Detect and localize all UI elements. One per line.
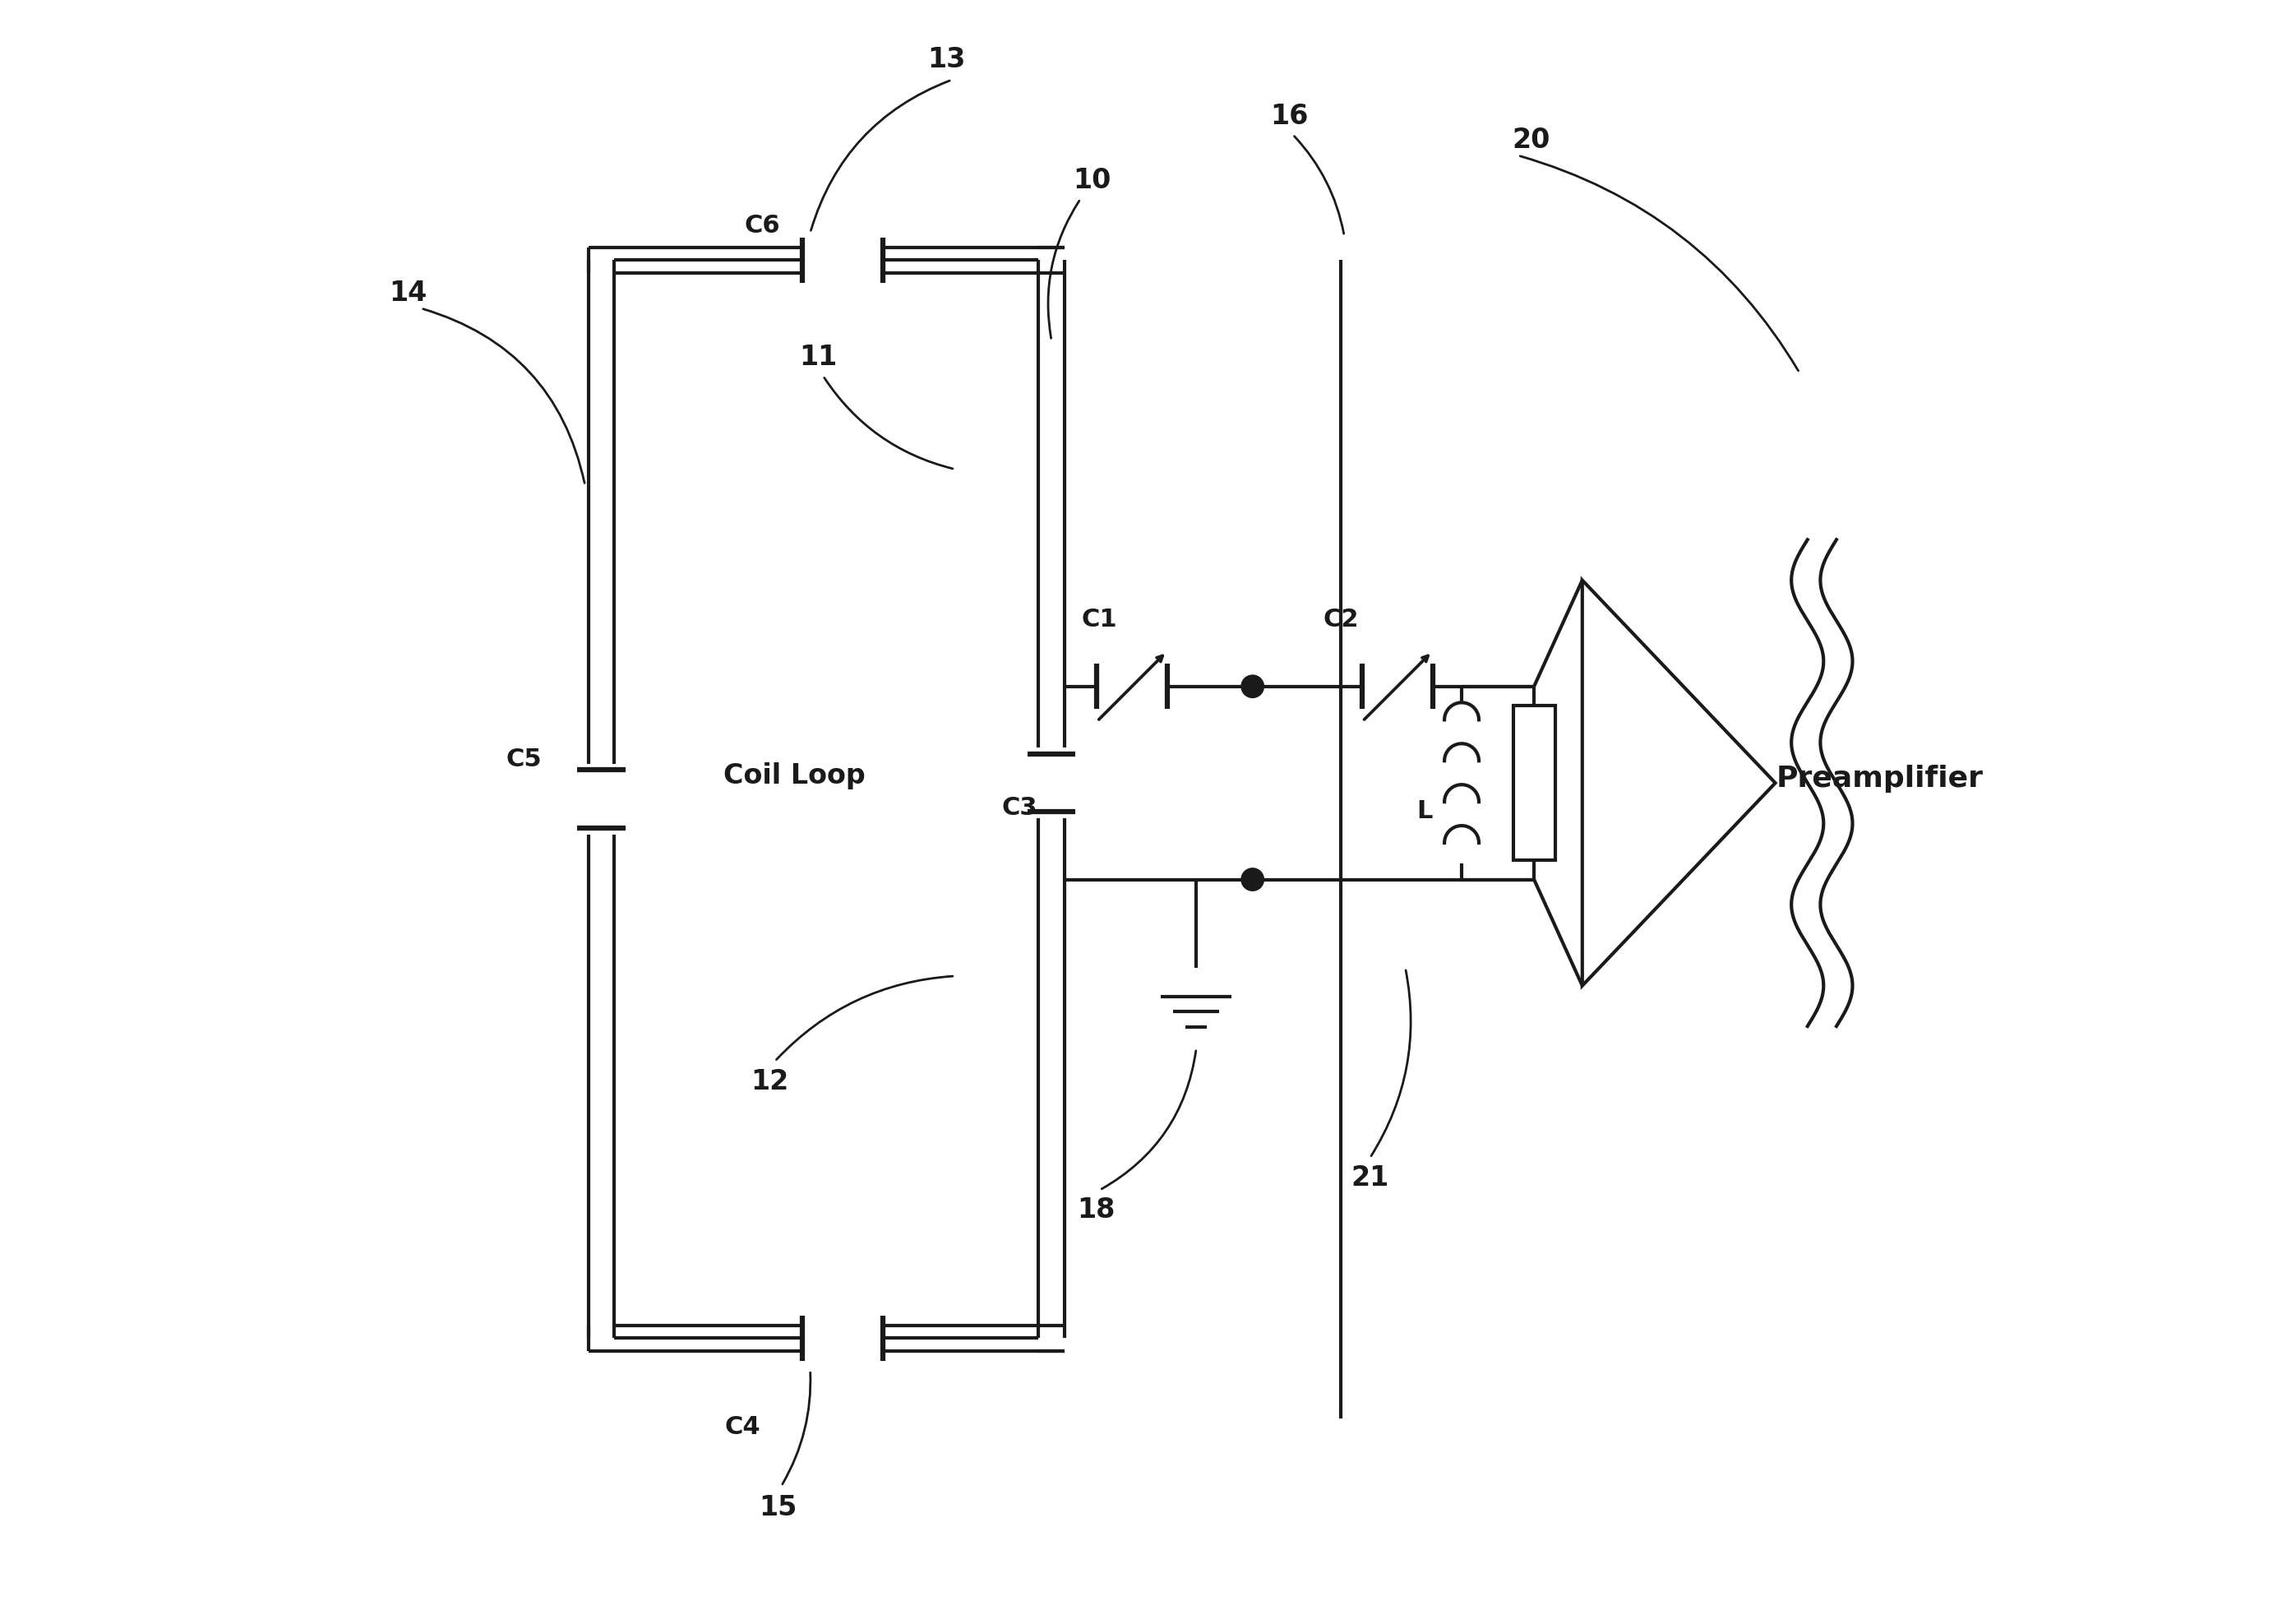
Text: C2: C2 (1322, 607, 1359, 631)
Text: 11: 11 (799, 344, 838, 371)
Text: C5: C5 (505, 748, 542, 772)
Text: 18: 18 (1077, 1197, 1116, 1223)
Text: 16: 16 (1270, 102, 1309, 129)
Text: 12: 12 (751, 1068, 790, 1095)
Circle shape (1242, 869, 1263, 891)
Text: C6: C6 (744, 213, 781, 237)
Circle shape (1242, 675, 1263, 698)
Text: 14: 14 (388, 279, 427, 307)
Text: 21: 21 (1350, 1164, 1389, 1190)
Bar (1513, 706, 1554, 861)
Text: L: L (1417, 799, 1433, 822)
Text: C3: C3 (1001, 796, 1038, 819)
Text: 20: 20 (1511, 126, 1550, 153)
Text: 15: 15 (760, 1494, 797, 1521)
Text: C4: C4 (726, 1415, 760, 1439)
Text: Preamplifier: Preamplifier (1777, 764, 1984, 793)
Text: 10: 10 (1072, 166, 1111, 194)
Text: C1: C1 (1081, 607, 1118, 631)
Text: 13: 13 (928, 47, 967, 73)
Text: Coil Loop: Coil Loop (723, 762, 866, 788)
